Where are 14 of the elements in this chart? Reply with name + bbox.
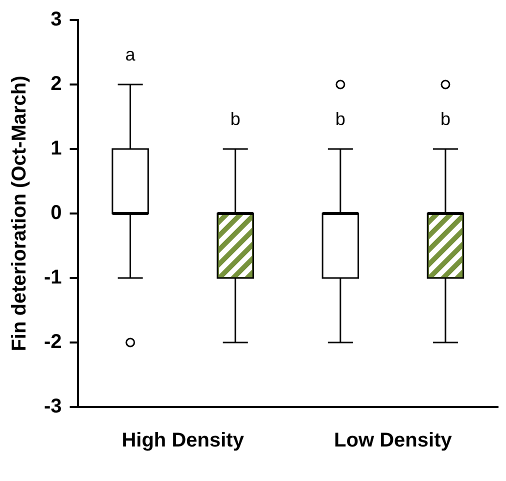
x-tick-label: High Density — [122, 430, 245, 452]
annotation: b — [335, 108, 346, 129]
y-tick-label: -2 — [44, 331, 62, 354]
y-axis-title: Fin deterioration (Oct-March) — [8, 76, 31, 352]
annotation: b — [440, 108, 450, 129]
y-tick-label: 3 — [50, 8, 62, 31]
y-tick-label: 0 — [50, 202, 62, 224]
y-tick-label: 1 — [50, 138, 62, 160]
y-tick-label: -1 — [44, 266, 62, 289]
y-tick-label: -3 — [44, 396, 62, 418]
x-tick-label: Low Density — [334, 430, 453, 452]
annotation: a — [125, 44, 136, 64]
y-tick-label: 2 — [50, 73, 62, 96]
annotation: b — [230, 108, 240, 129]
